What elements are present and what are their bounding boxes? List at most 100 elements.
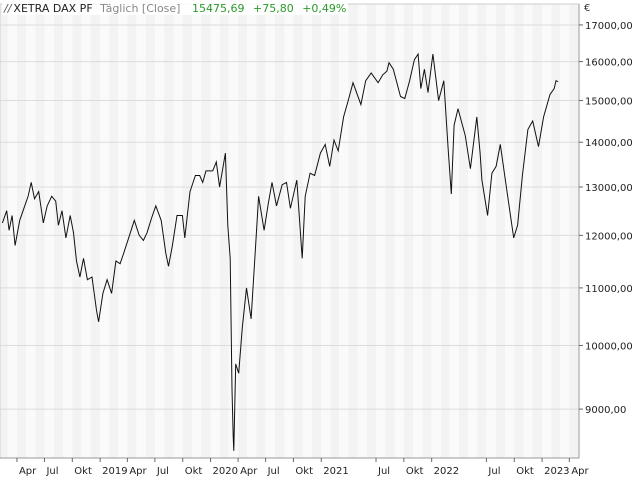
month-band <box>35 4 45 458</box>
month-band <box>7 4 17 458</box>
month-band <box>348 4 358 458</box>
price-change: +75,80 <box>252 2 294 15</box>
month-band <box>403 4 414 458</box>
month-band <box>145 4 155 458</box>
x-tick-label: Okt <box>295 466 313 477</box>
x-tick-label: 2019 <box>102 466 127 477</box>
x-tick-label: Okt <box>74 466 92 477</box>
month-band <box>311 4 322 458</box>
month-band <box>422 4 432 458</box>
month-band <box>127 4 137 458</box>
month-band <box>514 4 524 458</box>
month-band <box>164 4 174 458</box>
month-band <box>559 4 570 458</box>
month-band <box>72 4 82 458</box>
y-tick-label: 15000,00 <box>585 97 633 108</box>
month-band <box>467 4 478 458</box>
month-band <box>523 4 533 458</box>
month-band <box>551 4 560 458</box>
month-band <box>154 4 165 458</box>
month-band <box>385 4 395 458</box>
month-band <box>284 4 294 458</box>
y-tick-label: 9000,00 <box>585 405 626 416</box>
x-tick-label: Okt <box>185 466 203 477</box>
price-line <box>1 52 559 451</box>
month-band <box>228 4 239 458</box>
month-band <box>117 4 128 458</box>
month-band <box>256 4 266 458</box>
month-band <box>431 4 442 458</box>
y-tick-label: 10000,00 <box>585 341 633 352</box>
month-band <box>192 4 202 458</box>
price-change-percent: +0,49% <box>302 2 347 15</box>
y-tick-label: 12000,00 <box>585 231 633 242</box>
x-tick-label: Okt <box>516 466 534 477</box>
x-tick-label: Jul <box>267 466 280 477</box>
month-band <box>302 4 312 458</box>
month-band <box>357 4 367 458</box>
month-band <box>449 4 459 458</box>
currency-label: € <box>584 3 591 14</box>
x-tick-label: 2020 <box>213 466 238 477</box>
month-band <box>330 4 340 458</box>
y-tick-label: 14000,00 <box>585 138 633 149</box>
month-band <box>477 4 487 458</box>
provider-logo: // <box>4 2 12 15</box>
instrument-title: XETRA DAX PF <box>13 2 93 15</box>
month-band <box>542 4 552 458</box>
month-band <box>0 4 8 458</box>
chart-gridlines <box>0 24 579 410</box>
period-label: Täglich [Close] <box>100 2 181 15</box>
month-band <box>210 4 220 458</box>
x-tick-label: Apr <box>571 466 589 477</box>
month-band <box>274 4 285 458</box>
x-tick-label: Apr <box>129 466 147 477</box>
month-band <box>136 4 146 458</box>
chart-header: //XETRA DAX PF Täglich [Close] 15475,69 … <box>2 2 349 15</box>
chart-background-bands <box>0 3 580 459</box>
x-tick-label: Jul <box>377 466 390 477</box>
month-band <box>495 4 506 458</box>
x-tick-label: 2023 <box>544 466 569 477</box>
month-band <box>90 4 101 458</box>
month-band <box>505 4 515 458</box>
month-band <box>247 4 257 458</box>
month-band <box>53 4 64 458</box>
month-band <box>219 4 229 458</box>
x-axis: Apr Jul Okt 2019 Apr Jul Okt 2020 Apr Jul Okt 2021 J… <box>0 457 590 477</box>
month-band <box>265 4 275 458</box>
month-band <box>413 4 423 458</box>
month-band <box>293 4 303 458</box>
x-tick-label: Jul <box>45 466 58 477</box>
month-band <box>486 4 496 458</box>
month-band <box>376 4 386 458</box>
x-tick-label: 2022 <box>434 466 459 477</box>
month-band <box>81 4 91 458</box>
month-band <box>26 4 36 458</box>
month-band <box>441 4 450 458</box>
x-tick-label: Apr <box>19 466 37 477</box>
y-tick-label: 11000,00 <box>585 284 633 295</box>
month-band <box>458 4 468 458</box>
month-band <box>173 4 183 458</box>
month-band <box>63 4 73 458</box>
month-band <box>532 4 543 458</box>
month-band <box>109 4 118 458</box>
x-tick-label: 2021 <box>323 466 348 477</box>
y-tick-label: 16000,00 <box>585 58 633 69</box>
month-band <box>339 4 349 458</box>
series-layer <box>1 52 559 451</box>
month-band <box>44 4 54 458</box>
x-tick-label: Okt <box>406 466 424 477</box>
month-band <box>569 4 579 458</box>
y-tick-label: 13000,00 <box>585 183 633 194</box>
x-tick-label: Jul <box>156 466 169 477</box>
month-band <box>182 4 193 458</box>
x-tick-label: Apr <box>240 466 258 477</box>
month-band <box>201 4 211 458</box>
y-axis: 9000,00 10000,00 11000,00 12000,00 13000,00 1… <box>578 4 633 458</box>
month-band <box>321 4 331 458</box>
y-tick-label: 17000,00 <box>585 21 633 32</box>
month-band <box>394 4 404 458</box>
